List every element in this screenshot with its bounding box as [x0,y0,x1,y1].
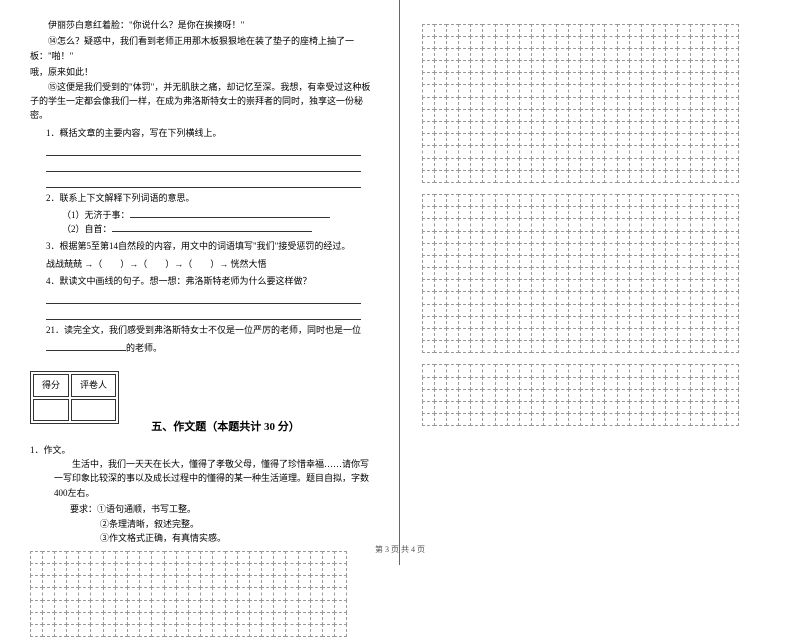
answer-line[interactable] [46,158,361,172]
essay-req1: 要求：①语句通顺，书写工整。 [70,502,377,516]
question-21b: 的老师。 [46,341,377,355]
answer-blank[interactable] [130,208,330,218]
answer-line[interactable] [46,290,361,304]
writing-grid-left[interactable] [30,551,377,636]
question-3: 3．根据第5至第14自然段的内容，用文中的词语填写"我们"接受惩罚的经过。 [46,239,377,253]
question-2a: （1）无济于事： [62,208,377,222]
answer-line[interactable] [46,306,361,320]
writing-grid-right-2[interactable] [422,194,770,352]
answer-blank[interactable] [46,341,126,351]
question-2: 2．联系上下文解释下列词语的意思。 [46,191,377,205]
essay-req3: ③作文格式正确，有真情实感。 [100,531,377,545]
essay-req2: ②条理清晰，叙述完整。 [100,517,377,531]
q21b-text: 的老师。 [126,343,162,353]
essay-prompt: 生活中，我们一天天在长大，懂得了孝敬父母，懂得了珍惜幸福……请你写一写印象比较深… [54,457,377,500]
writing-grid-right-3[interactable] [422,365,770,426]
score-cell[interactable] [33,399,69,421]
right-page [400,0,800,565]
section-title: 五、作文题（本题共计 30 分） [151,421,300,433]
answer-line[interactable] [46,174,361,188]
left-page: 伊丽莎白意红着脸："你说什么？是你在挨揍呀！" ⑭怎么？疑惑中，我们看到老师正用… [0,0,400,565]
essay-q: 1．作文。 [30,443,377,457]
question-2b: （2）自首： [62,222,377,236]
question-21: 21．读完全文，我们感受到弗洛斯特女士不仅是一位严厉的老师，同时也是一位 [46,323,377,337]
question-1: 1．概括文章的主要内容，写在下列横线上。 [46,126,377,140]
writing-grid-right-1[interactable] [422,24,770,182]
q2a-label: （1）无济于事： [62,210,130,220]
q21-text: 21．读完全文，我们感受到弗洛斯特女士不仅是一位严厉的老师，同时也是一位 [46,325,361,335]
passage-line: 伊丽莎白意红着脸："你说什么？是你在挨揍呀！" [30,18,377,32]
score-table: 得分 评卷人 [30,371,119,424]
passage-line: 哦，原来如此！ [30,65,377,79]
score-label: 得分 [33,374,69,396]
answer-line[interactable] [46,142,361,156]
question-4: 4．默读文中画线的句子。想一想：弗洛斯特老师为什么要这样做？ [46,274,377,288]
passage-line: ⑭怎么？疑惑中，我们看到老师正用那木板狠狠地在装了垫子的座椅上抽了一板："啪！" [30,34,377,63]
answer-blank[interactable] [112,222,312,232]
grader-cell[interactable] [71,399,116,421]
question-3-flow: 战战兢兢 →（ ）→（ ）→（ ）→ 恍然大悟 [46,257,377,271]
passage-line: ⑮这便是我们受到的"体罚"，并无肌肤之痛，却记忆至深。我想，有幸受过这种板子的学… [30,80,377,123]
page-footer: 第 3 页 共 4 页 [0,544,800,557]
grader-label: 评卷人 [71,374,116,396]
q2b-label: （2）自首： [62,224,112,234]
